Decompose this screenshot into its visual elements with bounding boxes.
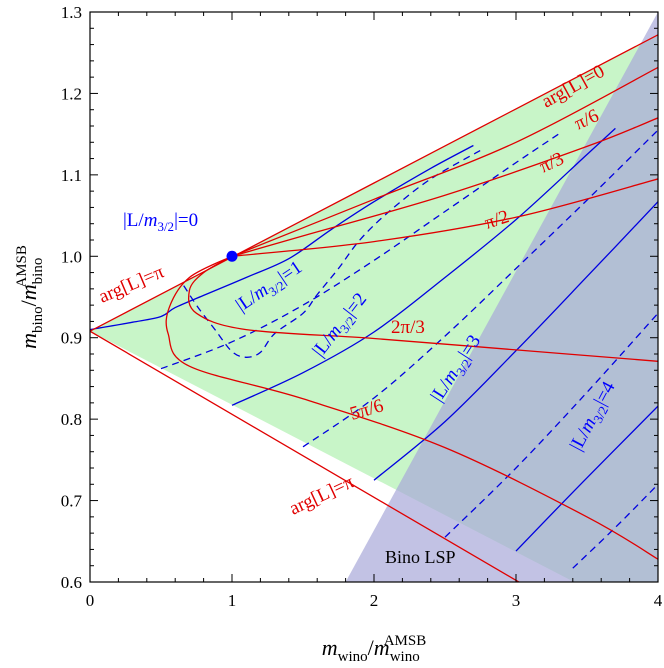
phase-curves xyxy=(90,34,658,582)
modulus-curve-3-5 xyxy=(444,312,658,538)
y-tick-label: 1.3 xyxy=(61,3,82,22)
modulus-curve-4-5 xyxy=(572,483,658,569)
modulus-curve-3 xyxy=(373,201,658,481)
x-axis-tick-labels: 0 1 2 3 4 xyxy=(86,591,663,610)
phase-curve-6 xyxy=(90,330,521,582)
arg-pi-lower-label: arg[L]=π xyxy=(286,471,357,519)
y-tick-label: 0.8 xyxy=(61,410,82,429)
modulus-curves xyxy=(90,127,658,569)
modulus-curve-1-5 xyxy=(160,133,559,370)
y-tick-label: 1.0 xyxy=(61,247,82,266)
y-tick-label: 0.7 xyxy=(61,492,83,511)
modulus-curve-2 xyxy=(231,127,616,406)
modulus-curve-2-5 xyxy=(302,129,658,448)
x-tick-label: 2 xyxy=(370,591,379,610)
y-axis-title: mbino/mbinoAMSB xyxy=(14,245,46,349)
plot-area xyxy=(90,12,658,582)
special-point xyxy=(226,250,238,262)
modulus-curve-1 xyxy=(90,144,474,331)
x-axis-ticks xyxy=(89,12,659,582)
y-tick-label: 1.2 xyxy=(61,84,82,103)
phase-curve-3 xyxy=(231,178,658,257)
phase-curve-1 xyxy=(231,66,658,257)
bino-lsp-label: Bino LSP xyxy=(385,547,456,567)
modulus-curve-4 xyxy=(515,405,658,552)
phase-curve-4 xyxy=(187,255,658,362)
y-tick-label: 0.6 xyxy=(61,573,82,592)
modulus-zero-label: |L/m3/2|=0 xyxy=(123,210,198,234)
phase-curve-5 xyxy=(165,255,658,560)
phase-curve-2 xyxy=(231,117,658,257)
modulus-curve-0-5 xyxy=(183,149,481,358)
y-tick-label: 1.1 xyxy=(61,166,82,185)
x-axis-title: mwino/mwinoAMSB xyxy=(322,633,426,665)
arg-2pi3-label: 2π/3 xyxy=(391,317,425,338)
x-tick-label: 1 xyxy=(228,591,237,610)
y-axis-ticks xyxy=(90,11,658,583)
x-tick-label: 4 xyxy=(654,591,663,610)
x-tick-label: 3 xyxy=(512,591,521,610)
y-axis-tick-labels: 0.6 0.7 0.8 0.9 1.0 1.1 1.2 1.3 xyxy=(61,3,83,592)
y-tick-label: 0.9 xyxy=(61,329,82,348)
x-tick-label: 0 xyxy=(86,591,95,610)
